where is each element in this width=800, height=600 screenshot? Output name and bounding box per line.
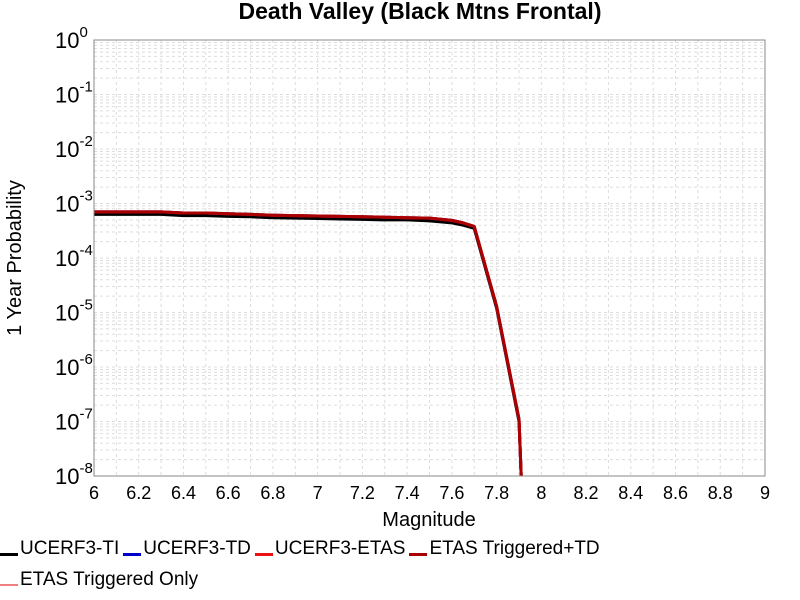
legend-row: ETAS Triggered Only — [0, 569, 202, 591]
legend-swatch — [254, 552, 273, 556]
chart-title: Death Valley (Black Mtns Frontal) — [239, 0, 602, 24]
x-tick-label: 6 — [89, 483, 99, 503]
y-tick-label: 10-6 — [55, 351, 93, 380]
y-tick-label: 10-7 — [55, 406, 93, 435]
legend-item: ETAS Triggered+TD — [409, 538, 600, 560]
legend-item: UCERF3-TD — [123, 538, 251, 560]
legend-item: UCERF3-ETAS — [254, 538, 406, 560]
x-tick-label: 6.4 — [171, 483, 196, 503]
legend-swatch — [0, 552, 18, 556]
y-tick-label: 10-8 — [55, 460, 93, 489]
x-tick-label: 7.4 — [395, 483, 420, 503]
series-line-2 — [94, 210, 523, 477]
series-line-1 — [94, 210, 523, 477]
legend-label: UCERF3-TI — [20, 538, 120, 559]
y-tick-label: 10-4 — [55, 242, 93, 271]
x-tick-label: 8.8 — [708, 483, 733, 503]
legend-swatch — [123, 552, 142, 556]
x-tick-label: 6.8 — [260, 483, 285, 503]
y-tick-label: 10-1 — [55, 79, 93, 108]
x-tick-label: 7 — [313, 483, 323, 503]
x-tick-label: 8 — [536, 483, 546, 503]
x-tick-label: 8.6 — [663, 483, 688, 503]
legend-row: UCERF3-TI UCERF3-TD UCERF3-ETAS ETAS Trigge… — [0, 538, 604, 560]
x-axis-ticks: 6 6.2 6.4 6.6 6.8 7 7.2 7.4 7.6 7.8 8 8.2 8.4 8.6 8.8 9 — [89, 483, 770, 503]
y-tick-label: 10-3 — [55, 188, 93, 217]
legend-item: UCERF3-TI — [0, 538, 119, 560]
grid — [93, 40, 766, 477]
series-layer — [94, 210, 523, 477]
x-tick-label: 7.2 — [350, 483, 375, 503]
legend-label: UCERF3-TD — [143, 538, 251, 559]
x-tick-label: 7.8 — [484, 483, 509, 503]
legend-swatch — [409, 552, 428, 556]
legend-label: UCERF3-ETAS — [274, 538, 406, 559]
y-axis-ticks: 100 10-1 10-2 10-3 10-4 10-5 10-6 10-7 10-8 — [55, 24, 93, 489]
y-axis-label: 1 Year Probability — [4, 180, 26, 336]
x-tick-label: 8.2 — [574, 483, 599, 503]
y-tick-label: 100 — [55, 24, 88, 53]
legend-label: ETAS Triggered Only — [20, 569, 199, 590]
y-tick-label: 10-2 — [55, 133, 93, 162]
x-axis-label: Magnitude — [382, 509, 475, 531]
chart: Death Valley (Black Mtns Frontal) 6 6.2 6.… — [4, 0, 770, 531]
plot-frame — [93, 39, 766, 477]
legend-label: ETAS Triggered+TD — [429, 538, 600, 559]
y-tick-label: 10-5 — [55, 297, 93, 326]
series-line-3 — [94, 210, 523, 477]
x-tick-label: 9 — [760, 483, 770, 503]
x-tick-label: 6.6 — [216, 483, 241, 503]
series-line-0 — [94, 212, 523, 477]
x-tick-label: 6.2 — [126, 483, 151, 503]
x-tick-label: 8.4 — [618, 483, 643, 503]
x-tick-label: 7.6 — [439, 483, 464, 503]
legend-item: ETAS Triggered Only — [0, 569, 198, 591]
legend-swatch — [0, 584, 18, 586]
